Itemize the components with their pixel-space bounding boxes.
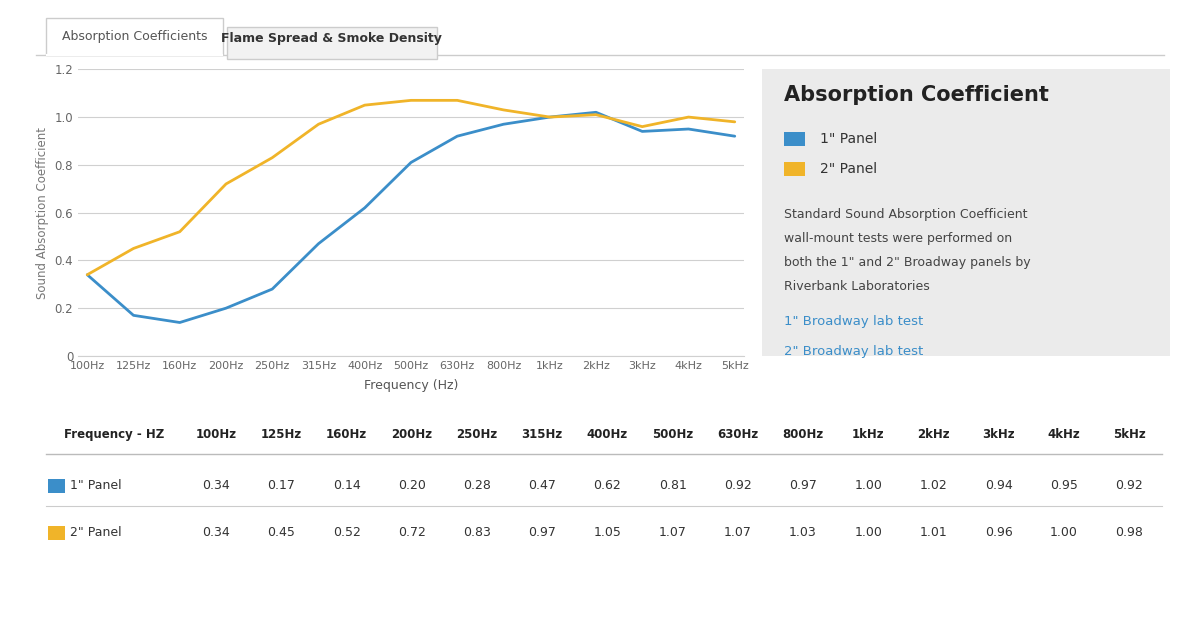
Text: 2kHz: 2kHz <box>917 428 949 441</box>
Text: 250Hz: 250Hz <box>456 428 498 441</box>
Text: 0.34: 0.34 <box>203 479 230 491</box>
Text: 0.47: 0.47 <box>528 479 556 491</box>
Text: 1.02: 1.02 <box>919 479 947 491</box>
Text: 0.98: 0.98 <box>1115 526 1142 539</box>
Text: 1.00: 1.00 <box>1050 526 1078 539</box>
X-axis label: Frequency (Hz): Frequency (Hz) <box>364 379 458 392</box>
Y-axis label: Sound Absorption Coefficient: Sound Absorption Coefficient <box>36 127 49 299</box>
Text: 0.28: 0.28 <box>463 479 491 491</box>
Text: 1.07: 1.07 <box>659 526 686 539</box>
Text: Frequency - HZ: Frequency - HZ <box>65 428 164 441</box>
Text: 0.92: 0.92 <box>1115 479 1142 491</box>
Text: 2" Panel: 2" Panel <box>820 162 877 176</box>
Text: 400Hz: 400Hz <box>587 428 628 441</box>
Text: 0.14: 0.14 <box>332 479 360 491</box>
Text: 200Hz: 200Hz <box>391 428 432 441</box>
Text: 1.07: 1.07 <box>724 526 751 539</box>
Text: 0.97: 0.97 <box>790 479 817 491</box>
Text: 100Hz: 100Hz <box>196 428 236 441</box>
Text: 0.95: 0.95 <box>1050 479 1078 491</box>
Text: 630Hz: 630Hz <box>718 428 758 441</box>
Text: 1.01: 1.01 <box>919 526 947 539</box>
Text: 5kHz: 5kHz <box>1112 428 1145 441</box>
Text: 0.97: 0.97 <box>528 526 556 539</box>
Text: 1.00: 1.00 <box>854 526 882 539</box>
Text: wall-mount tests were performed on: wall-mount tests were performed on <box>784 232 1012 245</box>
Text: Riverbank Laboratories: Riverbank Laboratories <box>784 280 929 293</box>
Text: 1" Panel: 1" Panel <box>820 132 877 146</box>
Text: 0.62: 0.62 <box>594 479 622 491</box>
Text: 0.81: 0.81 <box>659 479 686 491</box>
Text: Absorption Coefficient: Absorption Coefficient <box>784 85 1049 105</box>
Text: 0.17: 0.17 <box>268 479 295 491</box>
Text: 0.34: 0.34 <box>203 526 230 539</box>
Text: 1" Panel: 1" Panel <box>70 479 121 491</box>
Text: Flame Spread & Smoke Density: Flame Spread & Smoke Density <box>221 32 443 45</box>
Text: 160Hz: 160Hz <box>326 428 367 441</box>
Text: 1.03: 1.03 <box>790 526 817 539</box>
Text: both the 1" and 2" Broadway panels by: both the 1" and 2" Broadway panels by <box>784 256 1031 269</box>
Text: 0.72: 0.72 <box>398 526 426 539</box>
Text: Absorption Coefficients: Absorption Coefficients <box>61 30 208 43</box>
Text: 1kHz: 1kHz <box>852 428 884 441</box>
Text: 315Hz: 315Hz <box>522 428 563 441</box>
Text: 3kHz: 3kHz <box>983 428 1015 441</box>
Text: 0.92: 0.92 <box>724 479 751 491</box>
Text: 2" Broadway lab test: 2" Broadway lab test <box>784 345 923 358</box>
Text: 1" Broadway lab test: 1" Broadway lab test <box>784 315 923 328</box>
Text: 500Hz: 500Hz <box>652 428 694 441</box>
Text: 4kHz: 4kHz <box>1048 428 1080 441</box>
Text: 0.52: 0.52 <box>332 526 360 539</box>
Text: 0.45: 0.45 <box>268 526 295 539</box>
Text: 0.20: 0.20 <box>398 479 426 491</box>
Text: 0.96: 0.96 <box>985 526 1013 539</box>
Text: 0.83: 0.83 <box>463 526 491 539</box>
Text: 125Hz: 125Hz <box>260 428 302 441</box>
Text: 1.00: 1.00 <box>854 479 882 491</box>
Text: 1.05: 1.05 <box>594 526 622 539</box>
Text: Standard Sound Absorption Coefficient: Standard Sound Absorption Coefficient <box>784 208 1027 221</box>
Text: 2" Panel: 2" Panel <box>70 526 121 539</box>
Text: 800Hz: 800Hz <box>782 428 823 441</box>
Text: 0.94: 0.94 <box>985 479 1013 491</box>
